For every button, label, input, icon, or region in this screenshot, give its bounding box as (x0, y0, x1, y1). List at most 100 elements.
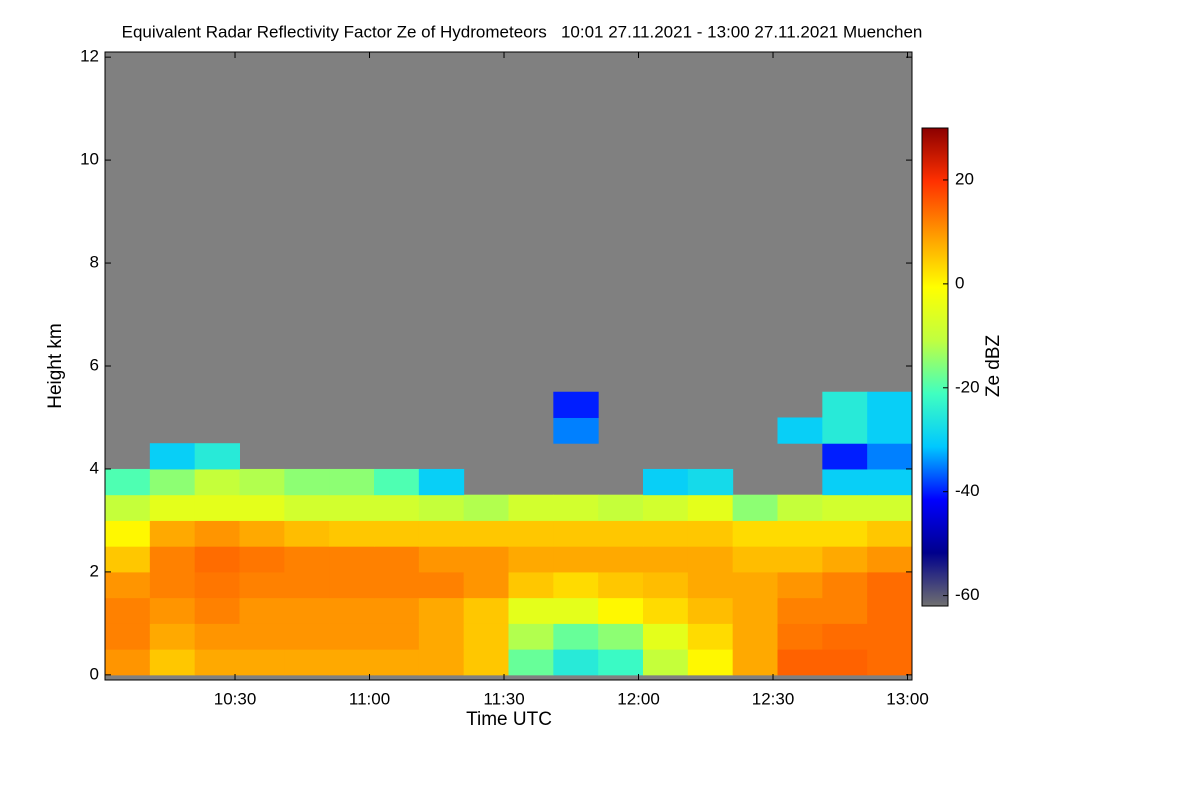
heatmap-cell (643, 649, 689, 676)
heatmap-cell (239, 468, 285, 496)
heatmap-cell (284, 597, 330, 624)
heatmap-cell (867, 546, 913, 573)
heatmap-cell (284, 571, 330, 599)
y-tick-label: 10 (80, 150, 99, 169)
colorbar-tick-label: 20 (955, 169, 974, 188)
heatmap-cell (643, 623, 689, 650)
heatmap-cell (777, 546, 823, 573)
heatmap-cell (329, 520, 375, 547)
x-tick-label: 13:00 (886, 689, 929, 708)
heatmap-cell (732, 649, 778, 676)
heatmap-cell (643, 468, 689, 496)
heatmap-cell (418, 494, 465, 521)
heatmap-cell (777, 597, 823, 624)
heatmap-cell (463, 649, 509, 676)
heatmap-cell (687, 494, 734, 521)
heatmap-cell (329, 494, 375, 521)
y-tick-label: 4 (90, 458, 99, 477)
heatmap-cell (284, 649, 330, 676)
heatmap-cell (553, 391, 599, 418)
x-tick-label: 11:30 (483, 689, 524, 708)
heatmap-cell (374, 468, 420, 496)
heatmap-cell (194, 571, 240, 599)
heatmap-cell (732, 597, 778, 624)
heatmap-cell (374, 597, 420, 624)
heatmap-cell (284, 546, 330, 573)
colorbar-tick-label: -40 (955, 481, 980, 500)
heatmap-cell (867, 649, 913, 676)
heatmap-cell (732, 571, 778, 599)
heatmap-cell (284, 623, 330, 650)
heatmap-cell (149, 546, 196, 573)
heatmap-cell (822, 520, 868, 547)
heatmap-cell (643, 494, 689, 521)
heatmap-cell (508, 571, 554, 599)
heatmap-cell (732, 623, 778, 650)
heatmap-cell (822, 623, 868, 650)
heatmap-cell (374, 571, 420, 599)
heatmap-cell (149, 494, 196, 521)
heatmap-cell (105, 597, 151, 624)
heatmap-cell (149, 597, 196, 624)
heatmap-cell (149, 443, 196, 470)
heatmap-cell (687, 571, 734, 599)
heatmap-cell (822, 391, 868, 418)
heatmap-cell (374, 623, 420, 650)
heatmap-cell (374, 520, 420, 547)
heatmap-cell (687, 649, 734, 676)
heatmap-cell (643, 597, 689, 624)
heatmap-cell (284, 494, 330, 521)
heatmap-cell (867, 494, 913, 521)
heatmap-cell (553, 494, 599, 521)
heatmap-cell (643, 520, 689, 547)
heatmap-cell (508, 546, 554, 573)
heatmap-cell (687, 520, 734, 547)
heatmap-cell (418, 520, 465, 547)
x-tick-label: 12:30 (752, 689, 795, 708)
heatmap-cell (553, 649, 599, 676)
heatmap-cell (508, 597, 554, 624)
heatmap-cell (329, 649, 375, 676)
heatmap-cell (598, 494, 644, 521)
heatmap-cell (598, 649, 644, 676)
heatmap-cell (105, 571, 151, 599)
heatmap-cell (687, 623, 734, 650)
heatmap-cell (553, 546, 599, 573)
y-tick-label: 6 (90, 355, 99, 374)
heatmap-cell (418, 649, 465, 676)
heatmap-cell (643, 571, 689, 599)
heatmap-cell (463, 494, 509, 521)
heatmap-cell (194, 468, 240, 496)
heatmap-cell (822, 417, 868, 444)
heatmap-cell (239, 494, 285, 521)
heatmap-cell (149, 649, 196, 676)
heatmap-cell (284, 520, 330, 547)
heatmap-cell (867, 391, 913, 418)
heatmap-cell (687, 468, 734, 496)
heatmap-cell (553, 571, 599, 599)
heatmap-cell (194, 649, 240, 676)
heatmap-cell (194, 546, 240, 573)
heatmap-cell (463, 623, 509, 650)
heatmap-cell (105, 494, 151, 521)
heatmap-cell (329, 468, 375, 496)
heatmap-cell (329, 623, 375, 650)
heatmap-cell (329, 571, 375, 599)
heatmap-cell (374, 546, 420, 573)
heatmap-cell (194, 494, 240, 521)
heatmap-cell (105, 623, 151, 650)
colorbar-tick-label: -60 (955, 585, 980, 604)
chart-title: Equivalent Radar Reflectivity Factor Ze … (122, 22, 923, 41)
heatmap-cell (867, 520, 913, 547)
heatmap-cell (643, 546, 689, 573)
heatmap-cell (732, 520, 778, 547)
heatmap-cell (463, 571, 509, 599)
colorbar-tick-label: 0 (955, 273, 964, 292)
heatmap-cell (239, 520, 285, 547)
x-tick-label: 11:00 (349, 689, 390, 708)
heatmap-cell (508, 623, 554, 650)
heatmap-cell (553, 623, 599, 650)
heatmap-cell (418, 571, 465, 599)
heatmap-cell (598, 623, 644, 650)
